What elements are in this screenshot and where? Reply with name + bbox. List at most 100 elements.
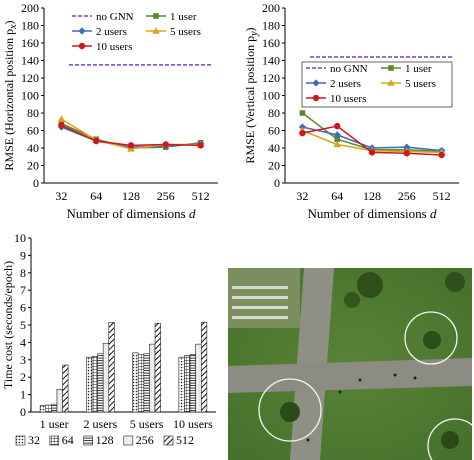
legend-swatch [163, 435, 174, 446]
bar [143, 353, 150, 413]
y-tick-label: 140 [262, 54, 280, 68]
legend-marker [388, 65, 394, 71]
y-tick-label: 20 [27, 159, 39, 173]
y-tick-label: 40 [27, 141, 39, 155]
legend-marker [153, 13, 159, 19]
y-tick-label: 60 [27, 124, 39, 138]
x-tick-label: 64 [90, 189, 102, 203]
y-tick-label: 200 [21, 1, 39, 15]
x-tick-label: 32 [55, 189, 67, 203]
legend-swatch [49, 435, 60, 446]
legend-label: 32 [28, 433, 40, 447]
y-tick-label: 0 [20, 405, 26, 419]
y-tick-label: 200 [262, 1, 280, 15]
x-tick-label: 10 users [173, 417, 213, 431]
y-tick-label: 2 [20, 370, 26, 384]
legend-label: 64 [62, 433, 74, 447]
y-tick-label: 7 [20, 283, 26, 297]
y-tick-label: 120 [21, 71, 39, 85]
bar [137, 354, 145, 413]
data-point [57, 115, 66, 122]
y-axis-label: RMSE (Horizontal position px) [2, 20, 19, 170]
x-axis-label: Number of dimensions d [308, 206, 437, 221]
bar [97, 353, 104, 413]
y-tick-label: 140 [21, 54, 39, 68]
legend-label: no GNN [330, 63, 368, 75]
data-point [299, 110, 306, 116]
data-point [333, 140, 341, 148]
y-tick-label: 3 [20, 353, 26, 367]
data-point [197, 142, 204, 149]
legend-marker [312, 94, 320, 102]
bar [51, 403, 58, 413]
y-tick-label: 9 [20, 248, 26, 262]
y-tick-label: 80 [27, 106, 39, 120]
x-tick-label: 512 [192, 189, 210, 203]
legend-marker [387, 79, 395, 86]
legend-label: 5 users [170, 26, 201, 38]
bar [178, 356, 185, 413]
x-tick-label: 2 users [84, 417, 118, 431]
x-tick-label: 5 users [130, 417, 164, 431]
x-tick-label: 1 user [40, 417, 69, 431]
bar [56, 389, 63, 413]
data-point [127, 142, 135, 149]
y-tick-label: 100 [21, 89, 39, 103]
legend-label: 1 user [405, 63, 432, 75]
legend-marker [78, 27, 86, 35]
data-point [403, 150, 410, 157]
y-tick-label: 4 [20, 335, 26, 349]
bar [189, 354, 196, 413]
bar [200, 322, 208, 413]
x-tick-label: 128 [363, 189, 381, 203]
y-tick-label: 60 [268, 124, 280, 138]
legend-label: 10 users [96, 41, 132, 53]
y-axis-label: RMSE (Vertical position py) [243, 27, 260, 163]
y-tick-label: 120 [262, 71, 280, 85]
data-point [403, 143, 411, 151]
bar [45, 404, 52, 413]
data-point [368, 149, 376, 156]
y-tick-label: 160 [21, 36, 39, 50]
y-tick-label: 40 [268, 141, 280, 155]
bar [91, 356, 98, 413]
x-tick-label: 64 [331, 189, 343, 203]
legend-box [301, 61, 453, 108]
y-tick-label: 80 [268, 106, 280, 120]
data-point [58, 122, 65, 129]
y-tick-label: 0 [274, 176, 280, 190]
y-tick-label: 100 [262, 89, 280, 103]
legend-label: 512 [176, 433, 194, 447]
x-tick-label: 32 [296, 189, 308, 203]
y-tick-label: 1 [20, 388, 26, 402]
y-tick-label: 180 [262, 19, 280, 33]
legend-label: 1 user [170, 11, 197, 23]
aerial-campus-photo [228, 268, 474, 460]
legend-swatch [15, 435, 26, 446]
legend-label: 2 users [96, 26, 127, 38]
bar [102, 342, 110, 413]
y-tick-label: 8 [20, 266, 26, 280]
y-tick-label: 5 [20, 318, 26, 332]
horizontal-rmse-chart: 0 20 40 60 80 100 120 140 160 180 200 32 64 128 256 512… [2, 1, 218, 221]
bar [154, 322, 161, 413]
y-tick-label: 0 [33, 176, 39, 190]
bar [39, 405, 47, 413]
legend-label: 256 [136, 433, 154, 447]
legend-swatch [123, 435, 134, 446]
x-axis-label: Number of dimensions d [67, 206, 196, 221]
bar [184, 355, 191, 413]
legend: 32 64 128 256 512 [15, 433, 194, 447]
x-tick-label: 512 [433, 189, 451, 203]
bar [62, 364, 69, 413]
legend-label: no GNN [96, 11, 134, 23]
x-tick-label: 256 [157, 189, 175, 203]
vertical-rmse-chart: 0 20 40 60 80 100 120 140 160 180 200 32 64 128 256 512… [243, 1, 459, 221]
legend-label: 5 users [405, 78, 436, 90]
data-point [162, 141, 169, 148]
legend: no GNN 1 user 2 users 5 users 10 users [72, 11, 201, 53]
legend-marker [312, 79, 320, 87]
bar [195, 343, 202, 413]
legend-label: 2 users [330, 78, 361, 90]
